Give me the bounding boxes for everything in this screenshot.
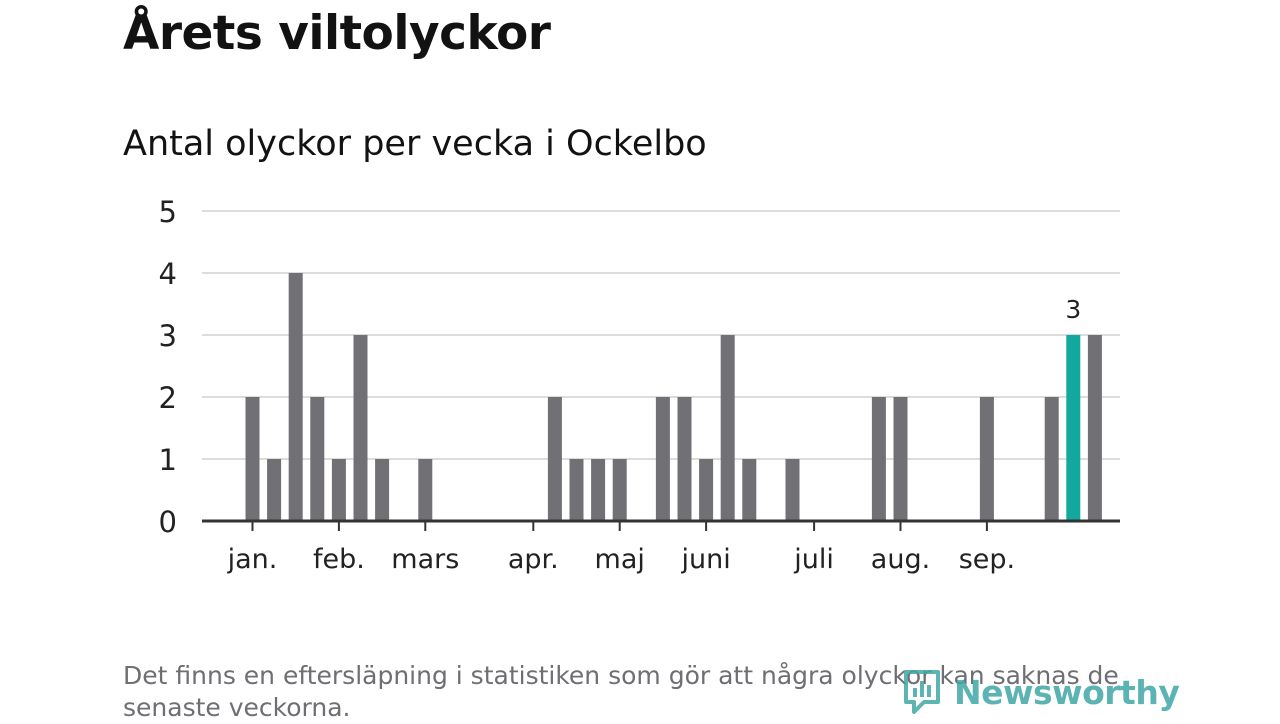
bar [1087, 335, 1102, 521]
bar [871, 397, 886, 521]
chart-title: Årets viltolyckor [123, 6, 551, 61]
x-tick-label: maj [595, 544, 645, 575]
x-tick-label: feb. [313, 544, 365, 575]
y-tick-label: 2 [159, 381, 177, 415]
bar [655, 397, 670, 521]
bar-chart: 0 1 2 3 4 5 3 jan. feb. mars apr. maj juni juli aug. se… [159, 195, 1120, 575]
x-tick-label: juli [793, 544, 834, 575]
bar [720, 335, 735, 521]
y-tick-label: 1 [159, 443, 177, 477]
newsworthy-logo-icon [904, 670, 940, 714]
bar [893, 397, 908, 521]
x-tick-label: jan. [227, 544, 278, 575]
bar-highlight [1066, 335, 1081, 521]
x-tick-label: apr. [508, 544, 559, 575]
bar [979, 397, 994, 521]
bar [612, 459, 627, 521]
bar [569, 459, 584, 521]
y-tick-label: 0 [159, 505, 177, 539]
y-tick-label: 5 [159, 195, 177, 229]
axis-labels: 0 1 2 3 4 5 3 jan. feb. mars apr. maj juni juli aug. se… [159, 195, 1082, 575]
footnote: Det finns en eftersläpning i statistiken… [123, 661, 1119, 722]
logo-text: Newsworthy [954, 672, 1180, 712]
x-tick-label: mars [391, 544, 459, 575]
x-axis [202, 519, 1120, 531]
bar [677, 397, 692, 521]
bar [288, 273, 303, 521]
bar [742, 459, 757, 521]
y-tick-label: 4 [159, 257, 177, 291]
bar [375, 459, 390, 521]
x-tick-label: juni [680, 544, 730, 575]
x-tick-label: sep. [959, 544, 1015, 575]
bar [353, 335, 368, 521]
bars [245, 273, 1102, 521]
x-tick-label: aug. [871, 544, 930, 575]
highlight-data-label: 3 [1065, 295, 1081, 324]
bar [1044, 397, 1059, 521]
bar [418, 459, 433, 521]
bar [331, 459, 346, 521]
bar [699, 459, 714, 521]
bar [591, 459, 606, 521]
bar [310, 397, 325, 521]
bar [785, 459, 800, 521]
newsworthy-logo: Newsworthy [902, 666, 1180, 718]
bar [245, 397, 260, 521]
bar [267, 459, 282, 521]
y-tick-label: 3 [159, 319, 177, 353]
bar [547, 397, 562, 521]
chart-subtitle: Antal olyckor per vecka i Ockelbo [123, 124, 707, 164]
